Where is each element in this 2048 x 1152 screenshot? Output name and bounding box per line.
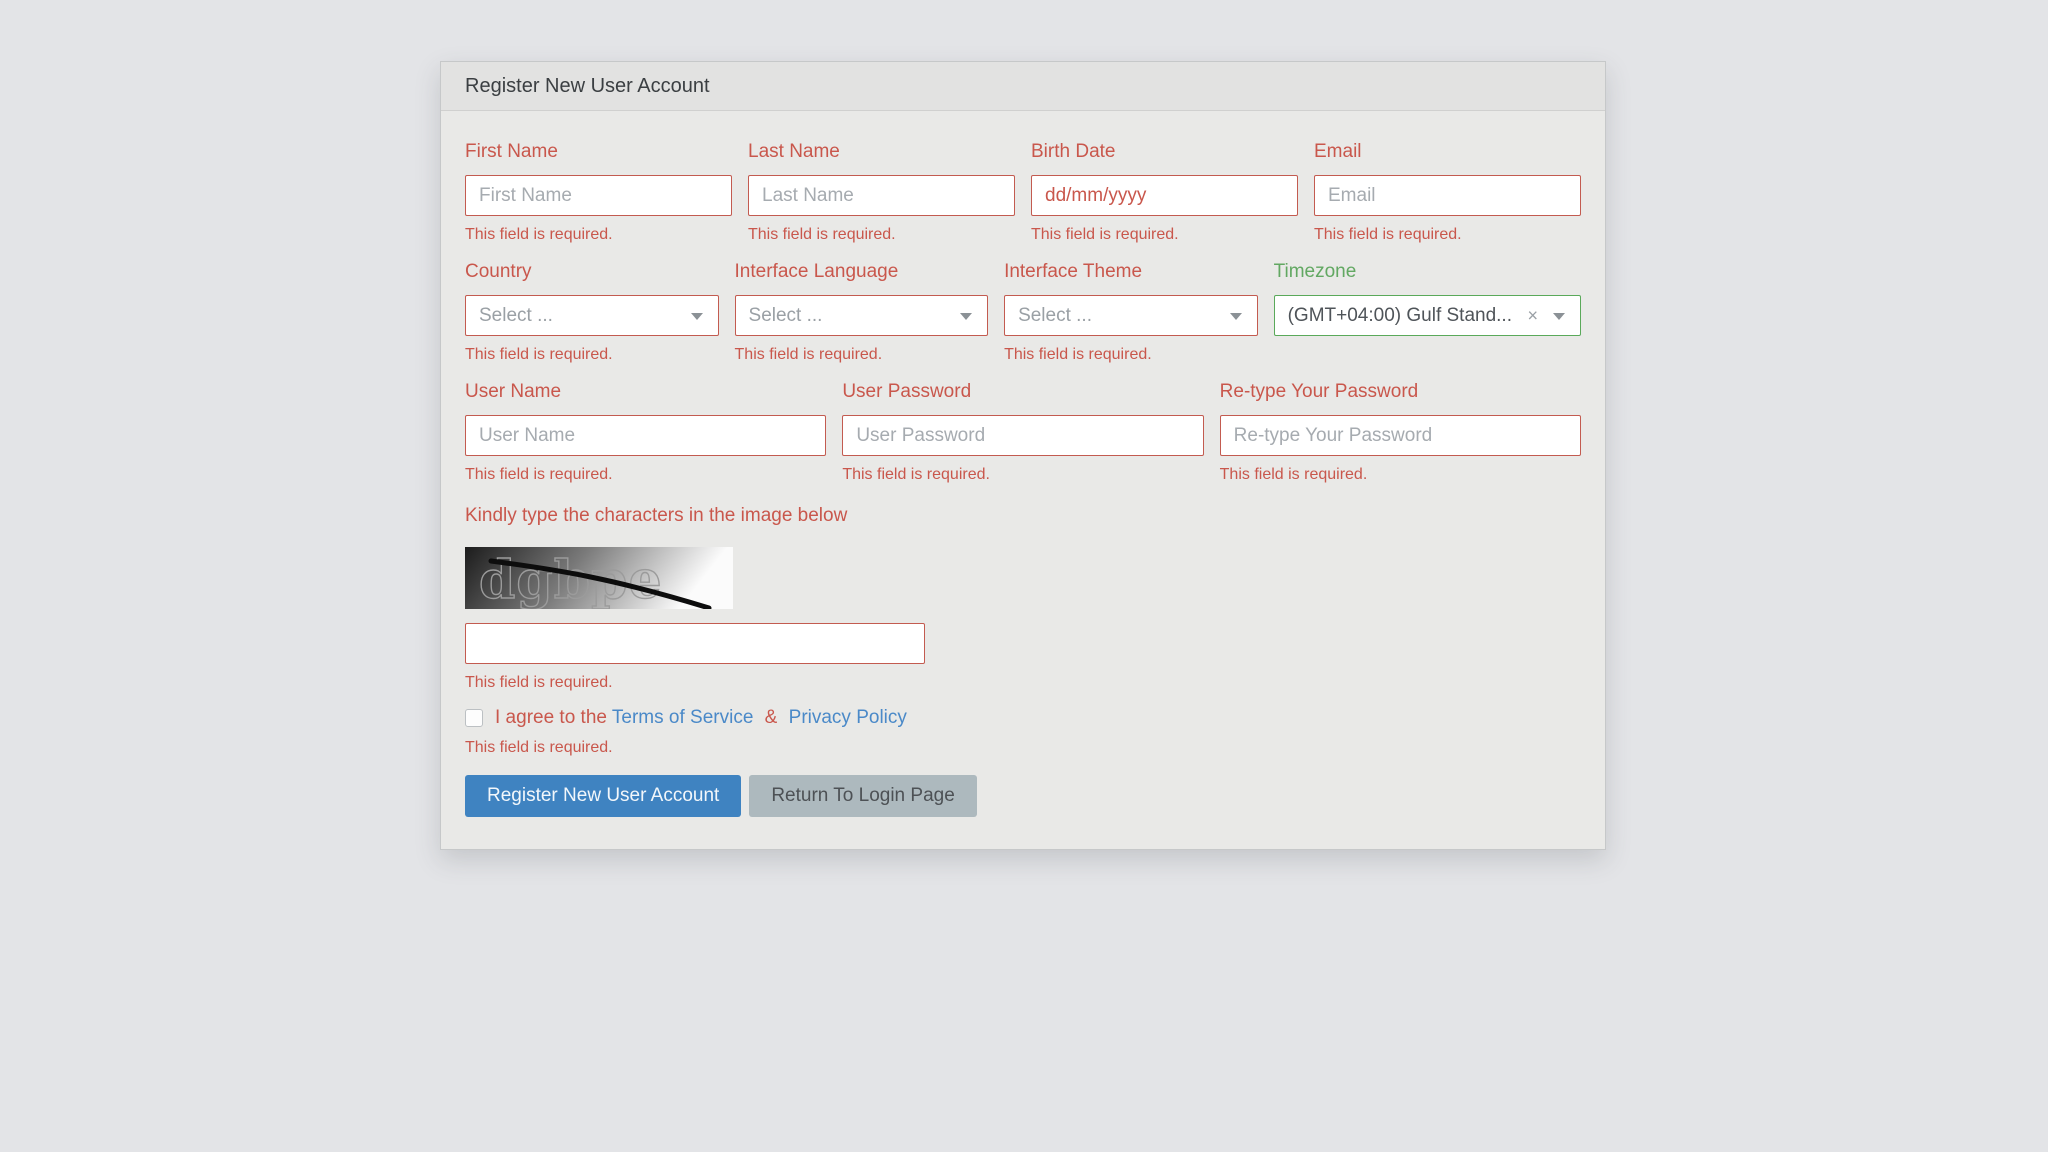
panel-header: Register New User Account — [441, 62, 1605, 111]
country-label: Country — [465, 261, 532, 282]
first-name-label: First Name — [465, 141, 558, 162]
retype-password-error: This field is required. — [1219, 466, 1368, 483]
birth-date-field: Birth Date This field is required. — [1031, 139, 1298, 259]
agreement-prefix: I agree to the — [495, 707, 607, 728]
terms-of-service-link[interactable]: Terms of Service — [611, 707, 754, 728]
user-password-field: User Password This field is required. — [842, 379, 1204, 499]
chevron-down-icon — [1229, 312, 1242, 320]
country-select[interactable]: Select ... — [465, 295, 719, 336]
first-name-field: First Name This field is required. — [465, 139, 732, 259]
retype-password-label: Re-type Your Password — [1219, 381, 1419, 402]
country-error: This field is required. — [465, 346, 613, 363]
last-name-label: Last Name — [748, 141, 840, 162]
agreement-error: This field is required. — [465, 739, 613, 756]
interface-theme-error: This field is required. — [1004, 346, 1152, 363]
captcha-error: This field is required. — [465, 674, 613, 691]
name-email-row: First Name This field is required. Last … — [465, 139, 1581, 259]
locale-row: Country Select ... This field is require… — [465, 259, 1581, 379]
interface-language-label: Interface Language — [734, 261, 899, 282]
agreement-ampersand: & — [764, 707, 778, 728]
timezone-label: Timezone — [1273, 261, 1357, 282]
user-password-error: This field is required. — [842, 466, 990, 483]
chevron-down-icon — [960, 312, 973, 320]
email-input[interactable] — [1314, 175, 1581, 216]
timezone-field: Timezone (GMT+04:00) Gulf Stand... × — [1273, 259, 1581, 379]
user-name-error: This field is required. — [465, 466, 613, 483]
email-label: Email — [1314, 141, 1362, 162]
interface-language-error: This field is required. — [734, 346, 883, 363]
email-error: This field is required. — [1314, 226, 1462, 243]
interface-language-select-placeholder: Select ... — [748, 304, 823, 326]
user-password-label: User Password — [842, 381, 972, 402]
agreement-text: I agree to the Terms of Service & Privac… — [495, 707, 907, 729]
interface-theme-label: Interface Theme — [1004, 261, 1143, 282]
last-name-field: Last Name This field is required. — [748, 139, 1015, 259]
agreement-row: I agree to the Terms of Service & Privac… — [465, 707, 1581, 729]
email-field: Email This field is required. — [1314, 139, 1581, 259]
page-title: Register New User Account — [465, 74, 710, 97]
user-name-label: User Name — [465, 381, 562, 402]
register-panel: Register New User Account First Name Thi… — [440, 61, 1606, 850]
interface-language-select[interactable]: Select ... — [734, 295, 989, 336]
user-name-field: User Name This field is required. — [465, 379, 827, 499]
retype-password-input[interactable] — [1219, 415, 1581, 456]
register-button[interactable]: Register New User Account — [465, 775, 742, 817]
first-name-error: This field is required. — [465, 226, 613, 243]
captcha-prompt: Kindly type the characters in the image … — [465, 505, 848, 526]
user-name-input[interactable] — [465, 415, 827, 456]
agree-checkbox[interactable] — [465, 709, 483, 727]
credentials-row: User Name This field is required. User P… — [465, 379, 1581, 499]
country-select-placeholder: Select ... — [479, 304, 553, 326]
country-field: Country Select ... This field is require… — [465, 259, 719, 379]
captcha-text: dgbpe — [479, 550, 663, 609]
chevron-down-icon — [690, 312, 703, 320]
birth-date-label: Birth Date — [1031, 141, 1116, 162]
clear-icon[interactable]: × — [1527, 305, 1538, 326]
interface-theme-select-placeholder: Select ... — [1018, 304, 1092, 326]
first-name-input[interactable] — [465, 175, 732, 216]
birth-date-input[interactable] — [1031, 175, 1298, 216]
return-to-login-button[interactable]: Return To Login Page — [749, 775, 977, 817]
timezone-select[interactable]: (GMT+04:00) Gulf Stand... × — [1273, 295, 1581, 336]
chevron-down-icon — [1553, 312, 1565, 320]
captcha-input[interactable] — [465, 623, 925, 664]
action-buttons: Register New User Account Return To Logi… — [465, 775, 1581, 817]
timezone-selected-value: (GMT+04:00) Gulf Stand... — [1287, 304, 1512, 326]
last-name-input[interactable] — [748, 175, 1015, 216]
interface-theme-field: Interface Theme Select ... This field is… — [1004, 259, 1258, 379]
captcha-section: Kindly type the characters in the image … — [465, 505, 1581, 693]
last-name-error: This field is required. — [748, 226, 896, 243]
user-password-input[interactable] — [842, 415, 1204, 456]
birth-date-error: This field is required. — [1031, 226, 1179, 243]
register-form: First Name This field is required. Last … — [441, 111, 1605, 849]
captcha-image: dgbpe — [465, 547, 733, 609]
interface-theme-select[interactable]: Select ... — [1004, 295, 1258, 336]
privacy-policy-link[interactable]: Privacy Policy — [788, 707, 907, 728]
interface-language-field: Interface Language Select ... This field… — [734, 259, 989, 379]
retype-password-field: Re-type Your Password This field is requ… — [1219, 379, 1581, 499]
